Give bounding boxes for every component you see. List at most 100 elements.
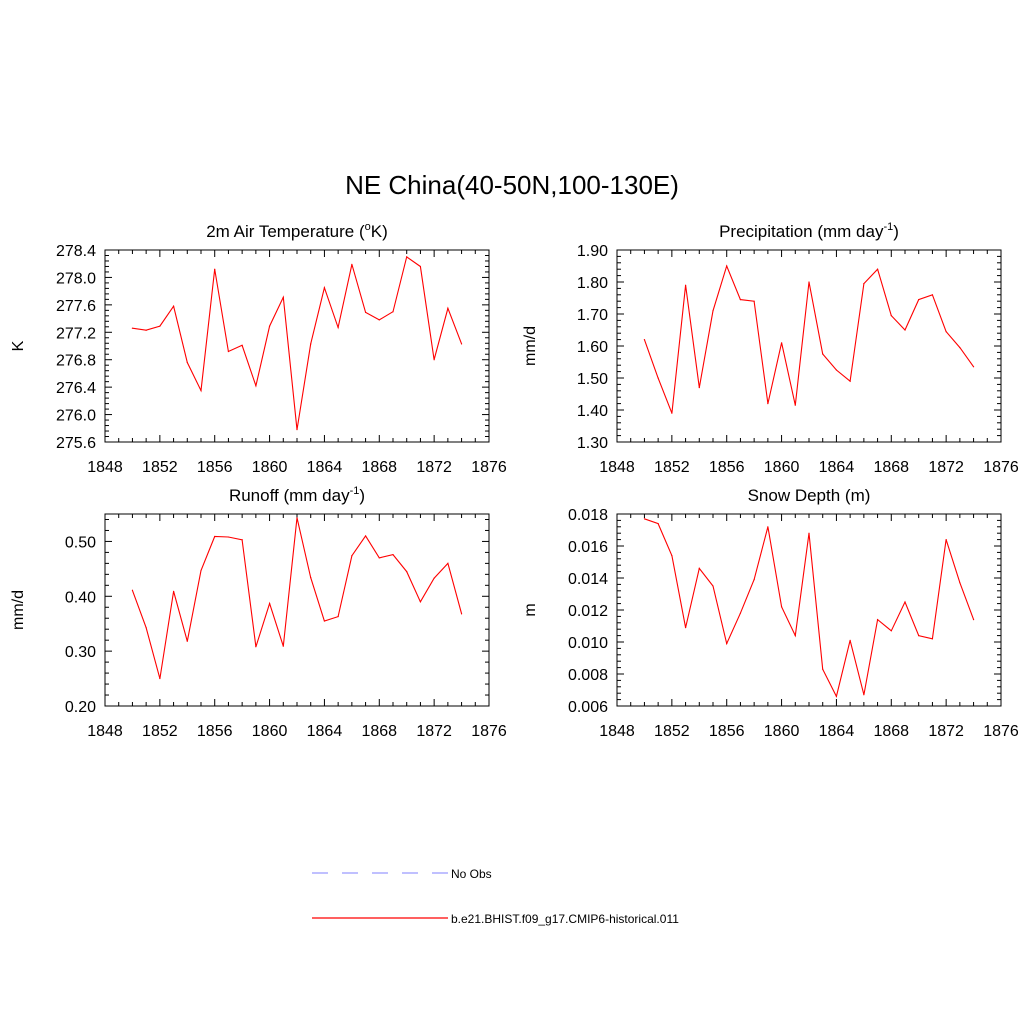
x-tick-label: 1868 bbox=[873, 723, 909, 740]
chart-precipitation: 1848 1852 1856 1860 1864 1868 1872 1876 1.30 1.40… bbox=[522, 221, 1019, 476]
data-point bbox=[378, 319, 380, 321]
y-tick-label: 278.0 bbox=[56, 270, 96, 287]
data-point bbox=[364, 311, 367, 313]
data-point bbox=[780, 342, 783, 344]
data-point bbox=[433, 577, 435, 579]
data-point bbox=[419, 265, 422, 268]
data-point bbox=[959, 347, 961, 349]
legend-label: b.e21.BHIST.f09_g17.CMIP6-historical.011 bbox=[451, 912, 679, 926]
data-point bbox=[712, 310, 714, 312]
data-point bbox=[671, 555, 673, 557]
y-axis-label: mm/d bbox=[522, 326, 539, 366]
data-point bbox=[959, 582, 961, 584]
data-point bbox=[767, 526, 769, 528]
data-point bbox=[460, 343, 463, 345]
data-point bbox=[131, 327, 134, 329]
x-tick-label: 1848 bbox=[599, 723, 635, 740]
data-point bbox=[643, 518, 646, 520]
x-tick-label: 1856 bbox=[709, 459, 745, 476]
x-tick-label: 1872 bbox=[928, 723, 964, 740]
chart-runoff: 1848 1852 1856 1860 1864 1868 1872 1876 0.20 0.30… bbox=[10, 485, 507, 740]
data-point bbox=[890, 630, 892, 632]
data-point bbox=[972, 366, 975, 368]
x-tick-label: 1872 bbox=[416, 723, 452, 740]
data-point bbox=[904, 601, 906, 603]
x-tick-label: 1852 bbox=[142, 459, 178, 476]
data-point bbox=[406, 571, 408, 573]
panel-title-main: Precipitation (mm day bbox=[719, 222, 884, 241]
y-tick-label: 276.0 bbox=[56, 408, 96, 425]
series-line bbox=[644, 518, 975, 698]
data-point bbox=[972, 619, 975, 621]
x-tick-label: 1852 bbox=[654, 723, 690, 740]
x-tick-label: 1864 bbox=[307, 459, 343, 476]
x-tick-label: 1872 bbox=[416, 459, 452, 476]
data-point bbox=[310, 577, 312, 579]
y-tick-label: 0.50 bbox=[65, 534, 96, 551]
y-tick-label: 276.8 bbox=[56, 353, 96, 370]
data-point bbox=[739, 299, 742, 301]
data-point bbox=[296, 429, 298, 431]
chart-snow-depth: 1848 1852 1856 1860 1864 1868 1872 1876 0.006 0.0… bbox=[522, 486, 1019, 740]
y-tick-label: 1.50 bbox=[577, 371, 608, 388]
y-tick-label: 0.30 bbox=[65, 644, 96, 661]
data-point bbox=[945, 539, 947, 541]
data-point bbox=[794, 635, 796, 637]
data-point bbox=[406, 256, 408, 258]
panel-title: Precipitation (mm day-1) bbox=[719, 221, 899, 241]
data-point bbox=[849, 639, 851, 642]
data-point bbox=[931, 294, 934, 296]
y-tick-label: 0.010 bbox=[568, 635, 608, 652]
y-tick-label: 1.30 bbox=[577, 435, 608, 452]
data-point bbox=[849, 380, 851, 382]
y-tick-label: 0.008 bbox=[568, 667, 608, 684]
y-axis-label: m bbox=[522, 603, 539, 616]
panel-title-main: Runoff (mm day bbox=[229, 486, 350, 505]
data-point bbox=[337, 326, 339, 329]
data-point bbox=[145, 329, 147, 331]
data-point bbox=[822, 353, 824, 355]
panel-title-superscript: -1 bbox=[883, 221, 893, 233]
x-tick-label: 1876 bbox=[471, 459, 507, 476]
x-tick-label: 1852 bbox=[142, 723, 178, 740]
data-point bbox=[296, 517, 298, 519]
y-tick-label: 1.90 bbox=[577, 243, 608, 260]
data-point bbox=[282, 296, 284, 298]
panel-title-superscript: -1 bbox=[350, 485, 360, 497]
data-point bbox=[214, 268, 216, 270]
x-tick-label: 1860 bbox=[764, 723, 800, 740]
data-point bbox=[753, 579, 755, 581]
series-line bbox=[643, 264, 975, 414]
x-tick-label: 1848 bbox=[599, 459, 635, 476]
data-point bbox=[200, 389, 202, 392]
data-point bbox=[808, 281, 810, 283]
data-point bbox=[159, 325, 161, 327]
panel-title-main: Snow Depth (m) bbox=[748, 486, 871, 505]
x-tick-label: 1856 bbox=[709, 723, 745, 740]
data-point bbox=[794, 404, 796, 406]
data-point bbox=[227, 350, 230, 353]
x-tick-label: 1868 bbox=[361, 723, 397, 740]
y-tick-label: 1.40 bbox=[577, 403, 608, 420]
data-point bbox=[931, 638, 934, 640]
data-point bbox=[241, 344, 243, 346]
x-tick-label: 1864 bbox=[819, 459, 855, 476]
data-point bbox=[698, 387, 700, 389]
y-tick-label: 1.70 bbox=[577, 307, 608, 324]
data-point bbox=[918, 299, 920, 301]
data-point bbox=[241, 539, 243, 541]
data-point bbox=[337, 615, 339, 618]
plot-frame bbox=[104, 513, 490, 707]
x-tick-label: 1864 bbox=[819, 723, 855, 740]
y-axis-label: mm/d bbox=[10, 590, 27, 630]
data-point bbox=[698, 567, 700, 570]
data-point bbox=[323, 287, 326, 289]
data-point bbox=[780, 606, 783, 608]
x-tick-label: 1848 bbox=[87, 459, 123, 476]
x-tick-label: 1876 bbox=[983, 723, 1019, 740]
series-line bbox=[132, 255, 463, 430]
panel-title: Runoff (mm day-1) bbox=[229, 485, 365, 505]
data-point bbox=[671, 412, 673, 414]
data-point bbox=[643, 339, 646, 341]
